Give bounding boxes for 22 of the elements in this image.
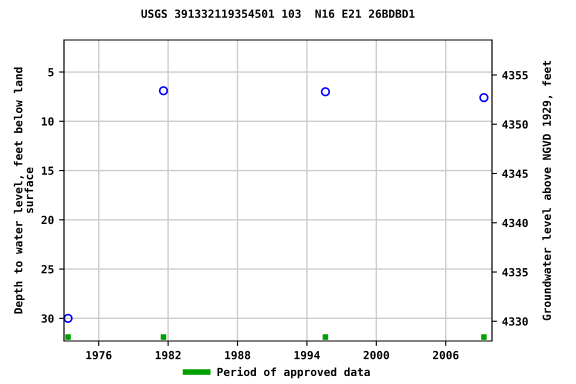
y-tick-label: 10 bbox=[42, 117, 54, 126]
x-tick-label: 1994 bbox=[294, 350, 320, 360]
y2-tick-label: 4335 bbox=[502, 268, 528, 276]
legend-label: Period of approved data bbox=[218, 366, 370, 378]
y-tick-label: 15 bbox=[42, 166, 54, 175]
y2-tick-label: 4345 bbox=[502, 169, 528, 178]
y-tick-label: 25 bbox=[42, 265, 54, 274]
y-tick-label: 20 bbox=[42, 216, 54, 224]
y2-tick-label: 4340 bbox=[502, 218, 528, 228]
y-axis-title: Depth to water level, feet below land surface bbox=[14, 68, 34, 314]
y-tick-label: 5 bbox=[48, 68, 54, 76]
y2-tick-label: 4330 bbox=[502, 317, 528, 326]
x-tick-label: 1982 bbox=[156, 350, 181, 360]
chart-title: USGS 391332119354501 103 N16 E21 26BDBD1 bbox=[141, 10, 415, 18]
y2-tick-label: 4355 bbox=[502, 70, 528, 80]
y2-axis-title: Groundwater level above NGVD 1929, feet bbox=[542, 60, 552, 320]
x-tick-label: 2006 bbox=[432, 350, 459, 360]
y-tick-label: 30 bbox=[42, 314, 54, 323]
x-tick-label: 1988 bbox=[225, 350, 250, 360]
x-tick-label: 2000 bbox=[364, 350, 390, 360]
x-tick-label: 1976 bbox=[86, 350, 112, 360]
y2-tick-label: 4350 bbox=[502, 120, 528, 129]
